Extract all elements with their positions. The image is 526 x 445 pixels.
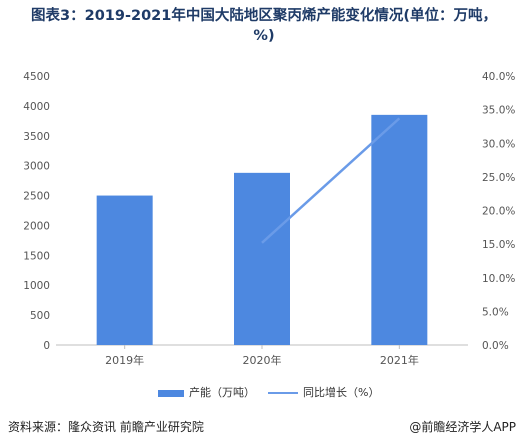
left-axis-tick-label: 4500	[23, 71, 50, 83]
source-note: 资料来源：隆众资讯 前瞻产业研究院	[8, 420, 204, 434]
right-axis-tick-label: 15.0%	[482, 239, 515, 251]
left-axis-tick-label: 0	[43, 340, 50, 352]
legend-item-capacity: 产能（万吨）	[158, 384, 255, 400]
left-axis-tick-label: 3500	[23, 131, 50, 143]
legend-swatch-bar	[158, 389, 184, 397]
left-axis-tick-label: 2500	[23, 191, 50, 203]
left-axis-tick-label: 4000	[23, 101, 50, 113]
x-axis-category-label: 2020年	[243, 353, 282, 367]
right-axis-tick-label: 25.0%	[482, 172, 515, 184]
legend-label-capacity: 产能（万吨）	[189, 386, 255, 399]
chart-legend: 产能（万吨） 同比增长（%）	[0, 384, 526, 400]
left-axis-tick-label: 1500	[23, 250, 50, 262]
right-axis-tick-label: 10.0%	[482, 273, 515, 285]
x-axis-category-label: 2019年	[105, 353, 144, 367]
left-axis-tick-label: 500	[30, 310, 50, 322]
legend-swatch-line	[268, 392, 298, 394]
brand-credit: @前瞻经济学人APP	[409, 420, 516, 434]
bar-capacity-3	[371, 114, 428, 345]
x-axis-category-label: 2021年	[380, 353, 419, 367]
right-axis-tick-label: 20.0%	[482, 206, 515, 218]
left-axis-tick-label: 2000	[23, 220, 50, 232]
right-axis-tick-label: 5.0%	[482, 306, 509, 318]
right-axis-tick-label: 0.0%	[482, 340, 509, 352]
bar-capacity-1	[96, 195, 153, 345]
legend-label-growth: 同比增长（%）	[303, 386, 380, 399]
left-axis-tick-label: 1000	[23, 280, 50, 292]
right-axis-tick-label: 35.0%	[482, 105, 515, 117]
growth-rate-line	[261, 117, 401, 244]
bar-capacity-2	[234, 172, 290, 345]
right-axis-tick-label: 30.0%	[482, 138, 515, 150]
legend-item-growth: 同比增长（%）	[268, 384, 379, 400]
chart-title: 图表3：2019-2021年中国大陆地区聚丙烯产能变化情况(单位：万吨，%)	[31, 8, 497, 44]
left-axis-tick-label: 3000	[23, 161, 50, 173]
right-axis-tick-label: 40.0%	[482, 71, 515, 83]
